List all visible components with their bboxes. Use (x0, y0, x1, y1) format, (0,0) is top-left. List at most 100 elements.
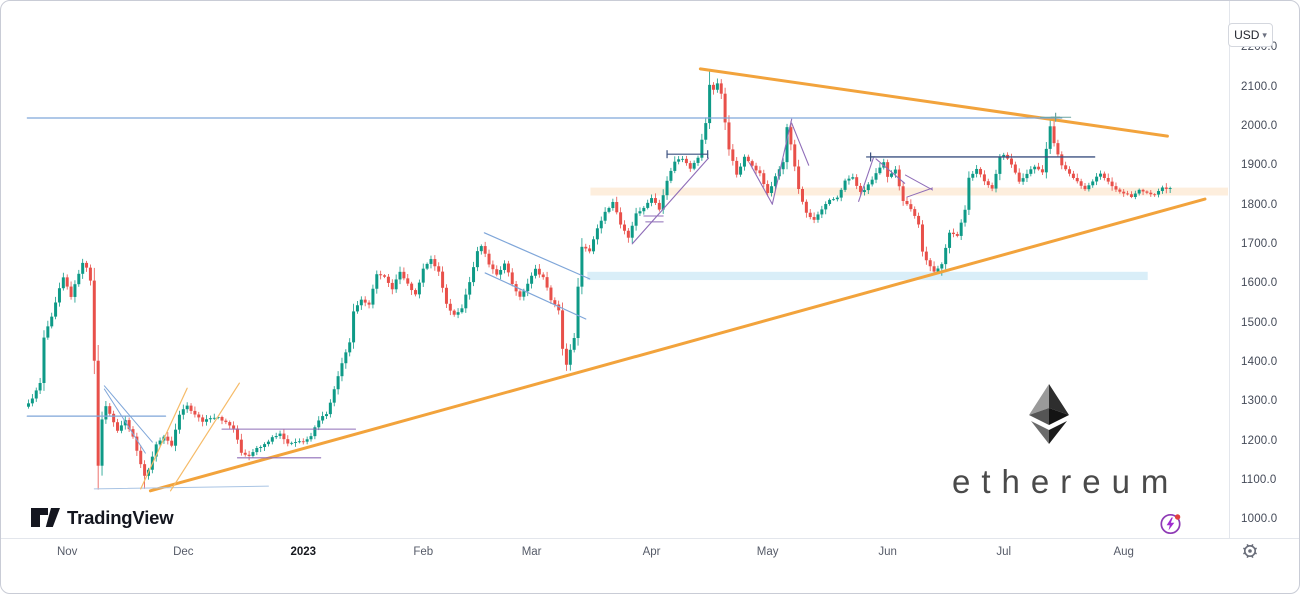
candle[interactable] (270, 435, 274, 445)
candle[interactable] (530, 272, 534, 289)
orange-channel-1[interactable] (140, 387, 188, 490)
candle[interactable] (816, 211, 820, 223)
candle[interactable] (862, 186, 866, 196)
candle[interactable] (917, 212, 921, 228)
candle[interactable] (719, 79, 723, 100)
candle[interactable] (1037, 162, 1041, 171)
candle[interactable] (711, 82, 715, 95)
candle[interactable] (1141, 188, 1145, 196)
candle[interactable] (994, 169, 998, 193)
candle[interactable] (793, 139, 797, 172)
candle[interactable] (197, 411, 201, 422)
candle[interactable] (421, 263, 425, 287)
candle[interactable] (444, 284, 448, 308)
candle[interactable] (681, 155, 685, 163)
candle[interactable] (1098, 170, 1102, 180)
candle[interactable] (410, 281, 414, 295)
candle[interactable] (414, 288, 417, 297)
candle[interactable] (514, 280, 518, 296)
candle[interactable] (77, 269, 81, 287)
candle[interactable] (1145, 190, 1149, 195)
candle[interactable] (576, 278, 580, 346)
candle[interactable] (851, 173, 855, 180)
descending-trendline-main[interactable] (698, 67, 1169, 138)
candle[interactable] (386, 274, 390, 288)
candle[interactable] (561, 302, 565, 356)
candle[interactable] (166, 432, 170, 445)
candle[interactable] (866, 182, 870, 195)
candle[interactable] (979, 167, 983, 178)
candle[interactable] (282, 429, 286, 445)
candle[interactable] (475, 246, 479, 272)
candle[interactable] (355, 301, 359, 314)
candle[interactable] (808, 209, 812, 220)
candle[interactable] (263, 442, 267, 451)
candle[interactable] (1160, 185, 1164, 194)
candle[interactable] (638, 207, 642, 216)
candle[interactable] (518, 289, 522, 301)
tradingview-logo[interactable]: TradingView (31, 505, 174, 530)
candle[interactable] (924, 246, 928, 265)
candle[interactable] (742, 154, 746, 171)
candle[interactable] (630, 221, 634, 243)
candle[interactable] (708, 71, 712, 129)
candle[interactable] (177, 410, 181, 434)
candle[interactable] (112, 410, 116, 427)
candle[interactable] (38, 377, 42, 395)
candle[interactable] (235, 425, 239, 444)
candle[interactable] (433, 255, 437, 271)
candle[interactable] (622, 220, 626, 235)
candle[interactable] (228, 420, 232, 429)
candle[interactable] (181, 404, 185, 420)
low-baseline[interactable] (93, 485, 269, 490)
nov-wedge-upper[interactable] (103, 385, 153, 443)
candle[interactable] (224, 418, 228, 425)
candle[interactable] (100, 411, 104, 476)
candle[interactable] (870, 176, 874, 187)
candle[interactable] (456, 308, 460, 319)
candle[interactable] (1079, 178, 1083, 189)
candle[interactable] (61, 272, 65, 291)
candle[interactable] (920, 220, 924, 257)
candle[interactable] (533, 264, 537, 279)
candle[interactable] (46, 320, 50, 340)
mar-apr-ascending[interactable] (631, 157, 710, 245)
candle[interactable] (1137, 188, 1141, 196)
candle[interactable] (119, 420, 123, 434)
candle[interactable] (371, 284, 375, 309)
candle[interactable] (340, 357, 344, 382)
candle[interactable] (441, 266, 445, 293)
candle[interactable] (92, 267, 96, 375)
candle[interactable] (615, 196, 619, 215)
candle[interactable] (1157, 188, 1161, 198)
candle[interactable] (274, 432, 278, 440)
candle[interactable] (344, 349, 348, 369)
candle[interactable] (220, 415, 224, 425)
candle[interactable] (626, 228, 630, 243)
candle[interactable] (611, 198, 615, 211)
candle[interactable] (1044, 142, 1048, 179)
candle[interactable] (944, 244, 948, 270)
candle[interactable] (73, 280, 77, 303)
candle[interactable] (104, 401, 108, 424)
candle[interactable] (510, 268, 514, 287)
candle[interactable] (804, 199, 808, 218)
candle[interactable] (143, 460, 147, 489)
candle[interactable] (1009, 153, 1013, 168)
candle[interactable] (951, 228, 955, 238)
candle[interactable] (1083, 182, 1087, 191)
candle[interactable] (959, 219, 963, 241)
candle[interactable] (572, 333, 576, 353)
price-axis[interactable]: 2200.0 2100.0 2000.0 1900.0 1800.0 1700.0 1600… (1230, 1, 1299, 538)
candle[interactable] (1122, 189, 1126, 197)
may-zigzag-2[interactable] (771, 118, 793, 205)
candle[interactable] (545, 271, 549, 291)
candle[interactable] (487, 249, 491, 268)
candle[interactable] (607, 206, 611, 214)
candle[interactable] (1040, 165, 1044, 176)
candle[interactable] (1129, 191, 1133, 199)
candle[interactable] (642, 205, 646, 215)
candle[interactable] (50, 312, 54, 329)
candle[interactable] (599, 216, 603, 234)
candle[interactable] (417, 279, 421, 299)
